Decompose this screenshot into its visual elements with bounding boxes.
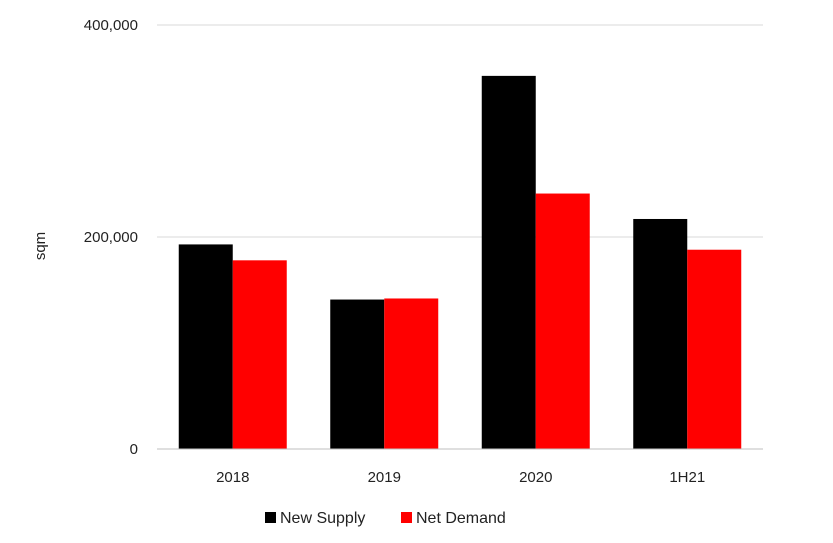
x-tick-label: 2018 xyxy=(216,469,249,486)
legend-item-new-supply: New Supply xyxy=(265,510,365,527)
y-tick-label: 0 xyxy=(130,441,138,458)
legend: New Supply Net Demand xyxy=(265,510,506,527)
y-axis-title: sqm xyxy=(32,232,49,260)
legend-swatch xyxy=(401,512,412,523)
legend-item-net-demand: Net Demand xyxy=(401,510,506,527)
legend-label: New Supply xyxy=(280,510,365,527)
bar-net-demand-1h21 xyxy=(687,249,742,449)
legend-swatch xyxy=(265,512,276,523)
x-tick-label: 1H21 xyxy=(669,469,705,486)
x-axis-ticks: 2018 2019 2020 1H21 xyxy=(216,469,705,486)
bar-new-supply-2019 xyxy=(330,299,385,449)
bars xyxy=(178,75,742,449)
y-axis-ticks: 0 200,000 400,000 xyxy=(84,17,138,458)
bar-net-demand-2018 xyxy=(232,260,287,449)
x-tick-label: 2020 xyxy=(519,469,552,486)
legend-label: Net Demand xyxy=(416,510,506,527)
bar-new-supply-1h21 xyxy=(633,218,688,449)
bar-new-supply-2020 xyxy=(481,75,536,449)
x-tick-label: 2019 xyxy=(368,469,401,486)
bar-new-supply-2018 xyxy=(178,244,233,449)
y-tick-label: 200,000 xyxy=(84,229,138,246)
gridlines xyxy=(157,24,763,238)
bar-net-demand-2020 xyxy=(535,193,590,449)
bar-net-demand-2019 xyxy=(384,298,439,449)
y-tick-label: 400,000 xyxy=(84,17,138,34)
